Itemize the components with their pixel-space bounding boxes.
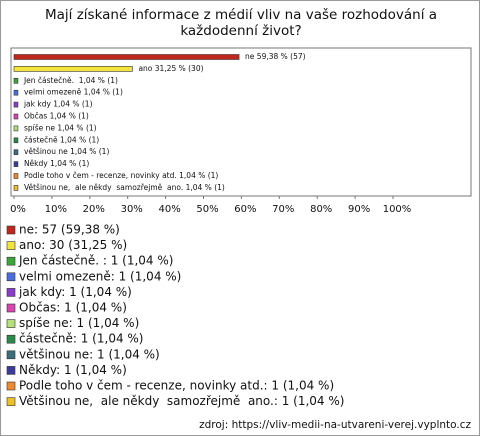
x-tick-label: 0% [10,204,26,215]
bar-label: částečně 1,04 % (1) [24,135,99,144]
legend-label: částečně: 1 (1,04 %) [19,332,143,346]
legend-label: Někdy: 1 (1,04 %) [19,363,127,377]
bar-label: Jen částečně. 1,04 % (1) [23,76,118,85]
legend-swatch [6,272,16,282]
legend-label: spíše ne: 1 (1,04 %) [19,316,139,330]
bar-label: ano 31,25 % (30) [138,64,203,73]
bar-label: spíše ne 1,04 % (1) [24,123,97,132]
bar [13,149,19,155]
legend-swatch [6,397,16,406]
x-tick-label: 40% [158,204,180,215]
legend-swatch [6,256,16,266]
legend-label: většinou ne: 1 (1,04 %) [19,347,160,361]
bar-label: jak kdy 1,04 % (1) [23,100,93,109]
bar [13,66,133,72]
bar [13,78,19,84]
x-tick-label: 100% [383,204,412,215]
bar-label: Občas 1,04 % (1) [24,112,89,121]
bar [13,54,240,60]
legend-swatch [6,366,16,375]
x-tick-label: 60% [234,204,256,215]
x-tick-label: 90% [348,204,370,215]
legend-label: velmi omezeně: 1 (1,04 %) [19,269,181,283]
bar [13,113,19,120]
bar-label: ne 59,38 % (57) [245,52,306,61]
x-tick-label: 50% [196,204,218,215]
bar [13,161,19,167]
bar [13,125,19,132]
bar [13,173,19,179]
source: zdroj: https://vliv-medii-na-utvareni-ve… [199,419,471,431]
legend-label: Většinou ne, ale někdy samozřejmě ano.: … [19,394,344,408]
x-tick-label: 80% [310,204,332,215]
legend-swatch [6,303,16,313]
legend-label: Podle toho v čem - recenze, novinky atd.… [19,379,334,393]
legend-swatch [6,241,16,250]
legend-swatch [6,350,16,360]
bar [13,137,19,144]
bar-label: Podle toho v čem - recenze, novinky atd.… [24,171,218,180]
legend-label: Jen částečně. : 1 (1,04 %) [18,254,173,268]
legend-label: ne: 57 (59,38 %) [19,223,120,237]
bar-label: Někdy 1,04 % (1) [24,159,89,168]
bar-label: velmi omezeně 1,04 % (1) [24,88,123,97]
x-tick-label: 10% [45,204,67,215]
x-tick-label: 70% [272,204,294,215]
x-tick-label: 20% [83,204,105,215]
x-tick-label: 30% [121,204,143,215]
legend-label: jak kdy: 1 (1,04 %) [18,285,132,299]
legend-label: ano: 30 (31,25 %) [19,238,127,252]
legend-swatch [6,319,16,328]
bar-label: Většinou ne, ale někdy samozřejmě ano. 1… [24,183,225,192]
legend-label: Občas: 1 (1,04 %) [19,301,127,315]
bar [13,101,19,108]
legend-swatch [6,334,16,344]
bar-label: většinou ne 1,04 % (1) [24,147,110,156]
chart-title: Mají získané informace z médií vliv na v… [44,7,438,39]
bar [13,185,19,191]
legend-swatch [6,381,16,391]
legend-swatch [6,288,16,297]
legend-swatch [6,225,16,235]
bar [13,89,19,96]
